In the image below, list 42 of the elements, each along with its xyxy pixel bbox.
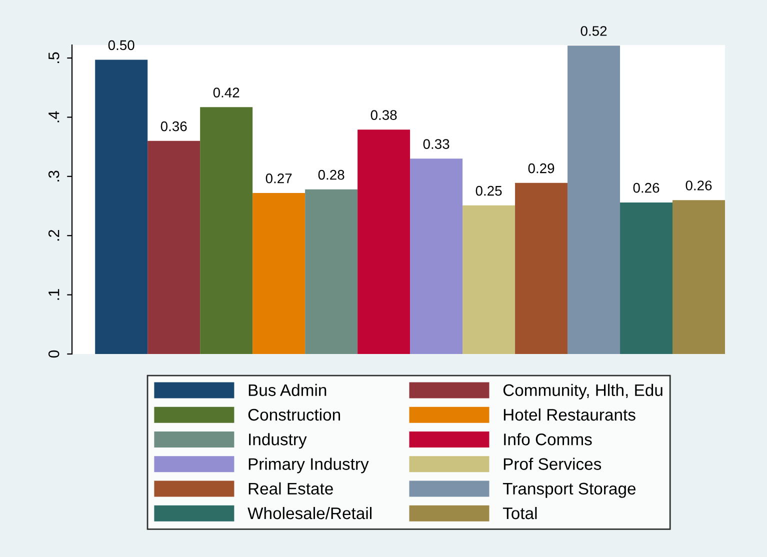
bar [252,192,306,354]
data-label: 0.33 [423,139,450,149]
legend-label: Real Estate [248,482,333,495]
legend-label: Community, Hlth, Edu [503,384,662,400]
legend-label: Transport Storage [502,482,636,498]
bar [620,202,673,354]
data-label: 0.25 [476,186,502,196]
y-tick-label: .1 [48,289,60,300]
data-label: 0.50 [108,40,134,50]
data-label: 0.36 [160,121,187,132]
legend-label: Hotel Restaurants [504,408,636,421]
bar [358,130,410,354]
data-label: 0.38 [370,110,397,120]
legend-label: Wholesale/Retail [248,506,372,520]
bar [462,205,516,354]
data-label: 0.27 [266,173,292,184]
bar [148,140,200,354]
legend-label: Bus Admin [248,384,326,396]
legend-label: Info Comms [504,433,592,446]
legend-label: Total [502,506,537,520]
data-label: 0.29 [528,163,554,174]
data-label: 0.26 [686,180,712,190]
bar [200,107,253,354]
legend-label: Construction [248,408,340,421]
y-tick-label: .2 [48,230,60,241]
legend-label: Prof Services [504,458,602,470]
bar [672,200,725,354]
y-tick-label: .5 [48,52,60,63]
bar [515,182,568,354]
data-label: 0.52 [580,26,607,36]
bar [95,60,148,354]
legend-label: Industry [249,433,307,449]
data-label: 0.28 [318,170,344,180]
y-tick-label: .3 [48,170,60,182]
data-label: 0.42 [213,88,240,98]
y-tick-label: 0 [48,350,60,358]
data-label: 0.26 [633,182,660,193]
legend-label: Primary Industry [248,458,369,474]
bar [568,46,620,354]
bar [305,189,358,354]
bar [410,158,463,354]
y-tick-label: .4 [48,111,60,122]
